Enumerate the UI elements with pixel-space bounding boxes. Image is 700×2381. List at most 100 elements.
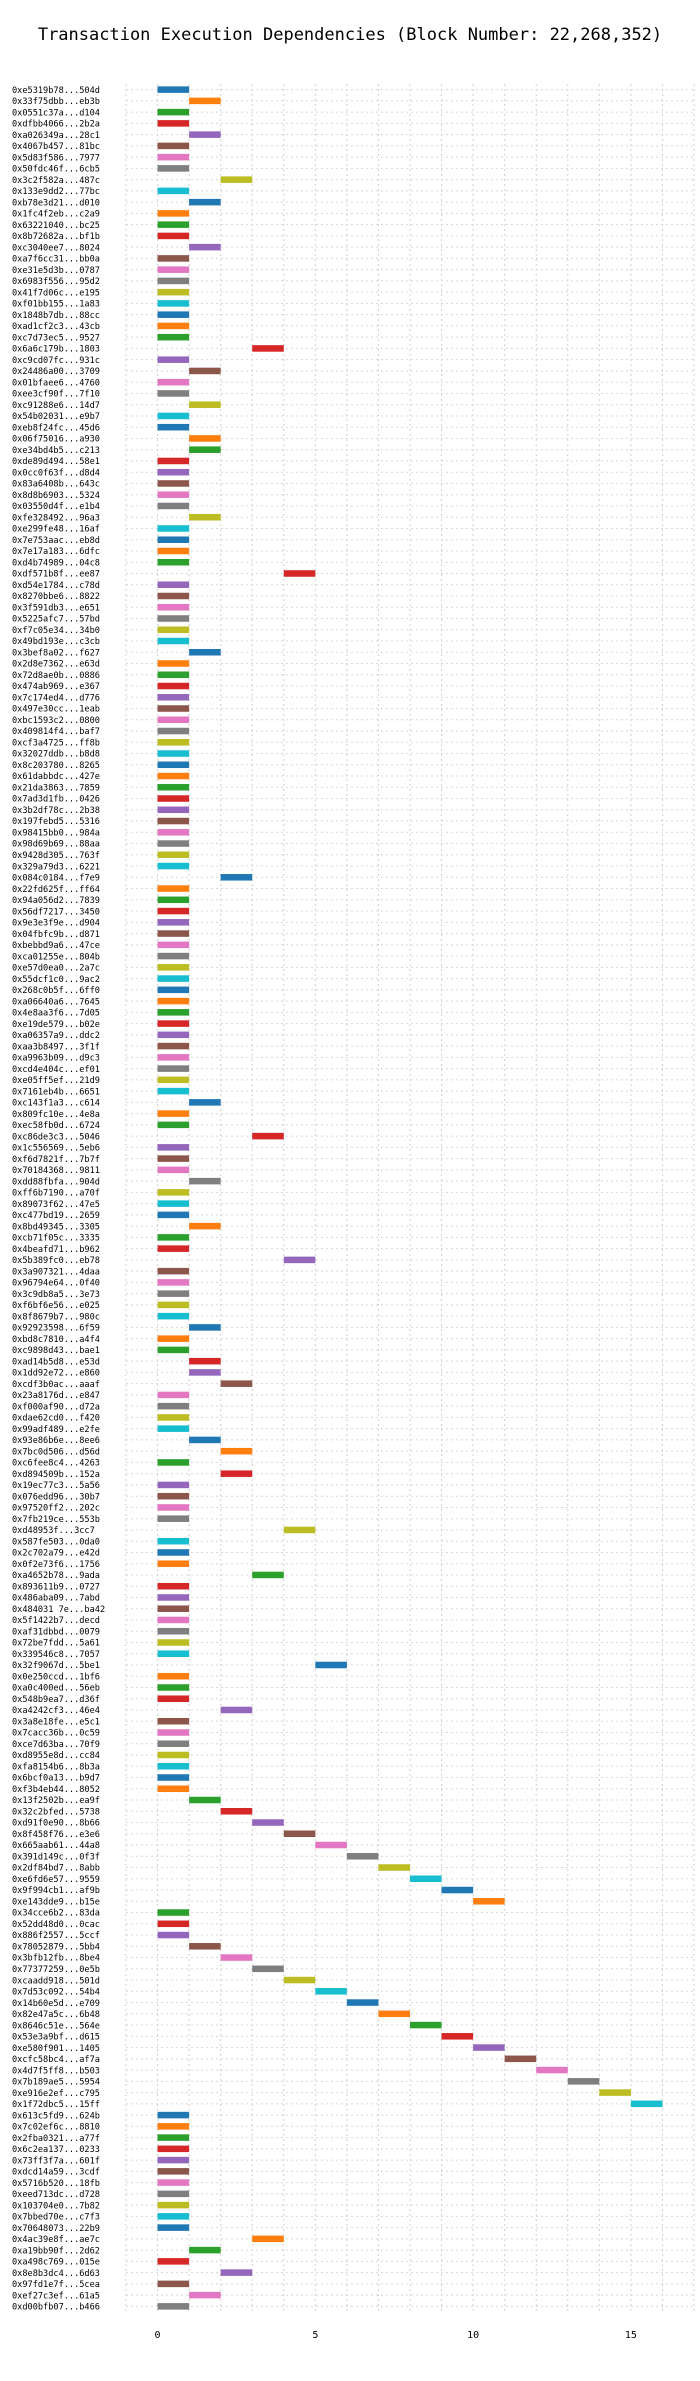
transaction-bar xyxy=(157,930,190,937)
transaction-label: 0xe6fd6e57...9559 xyxy=(12,1875,100,1885)
transaction-bar xyxy=(157,1144,190,1151)
transaction-bar xyxy=(157,986,190,994)
transaction-label: 0x55dcf1c0...9ac2 xyxy=(12,975,100,985)
transaction-bar xyxy=(252,345,284,352)
transaction-bar xyxy=(157,952,190,960)
transaction-bar xyxy=(157,1684,190,1691)
transaction-label: 0x2fba0321...a77f xyxy=(12,2134,100,2144)
transaction-label: 0x1c556569...5eb6 xyxy=(12,1144,100,1154)
transaction-bar xyxy=(157,1211,190,1219)
transaction-bar xyxy=(157,1560,190,1567)
transaction-label: 0x22fd625f...ff64 xyxy=(12,885,100,895)
transaction-label: 0xcfc58bc4...af7a xyxy=(12,2055,100,2065)
transaction-bar xyxy=(157,1627,190,1635)
transaction-bar xyxy=(220,2269,253,2276)
transaction-label: 0x0e250ccd...1bf6 xyxy=(12,1672,100,1682)
transaction-label: 0x32f9067d...5be1 xyxy=(12,1661,100,1671)
transaction-label: 0x7bc0d506...d56d xyxy=(12,1447,100,1457)
transaction-label: 0xc7d73ec5...9527 xyxy=(12,333,100,343)
transaction-label: 0xcf3a4725...ff8b xyxy=(12,738,100,748)
transaction-bar xyxy=(157,412,190,420)
transaction-bar xyxy=(157,142,190,150)
transaction-bar xyxy=(157,784,190,791)
transaction-bar xyxy=(157,907,190,915)
transaction-label: 0x34cce6b2...83da xyxy=(12,1909,100,1919)
transaction-label: 0x97520ff2...202c xyxy=(12,1504,100,1514)
transaction-bar xyxy=(189,446,221,453)
transaction-bar xyxy=(157,1616,190,1624)
transaction-bar xyxy=(157,210,190,217)
transaction-label: 0x83a6408b...643c xyxy=(12,480,100,490)
grid-layer xyxy=(125,84,695,2312)
transaction-label: 0x03550d4f...e1b4 xyxy=(12,502,100,512)
transaction-bar xyxy=(157,2145,190,2153)
transaction-bar xyxy=(157,1931,190,1939)
transaction-bar xyxy=(157,1492,190,1500)
transaction-bar xyxy=(157,2280,190,2288)
transaction-label: 0xff6b7190...a70f xyxy=(12,1189,100,1199)
transaction-bar xyxy=(157,300,190,307)
transaction-label: 0x3c2f582a...487c xyxy=(12,176,100,186)
transaction-label: 0x8270bbe6...8822 xyxy=(12,592,100,602)
transaction-label: 0xc91288e6...14d7 xyxy=(12,401,100,411)
transaction-bar xyxy=(157,806,190,814)
transaction-bar xyxy=(157,525,190,532)
transaction-bar xyxy=(189,1222,221,1230)
transaction-label: 0xd54e1784...c78d xyxy=(12,581,100,591)
transaction-bar xyxy=(157,840,190,847)
transaction-label: 0x21da3863...7859 xyxy=(12,783,100,793)
transaction-label: 0x04fbfc9b...d871 xyxy=(12,930,100,940)
transaction-bar xyxy=(157,322,190,330)
transaction-label: 0x7fb219ce...553b xyxy=(12,1515,100,1525)
transaction-label: 0x72d8ae0b...0886 xyxy=(12,671,100,681)
transaction-bar xyxy=(378,2010,410,2018)
transaction-bar xyxy=(220,874,253,881)
transaction-label: 0xdfbb4066...2b2a xyxy=(12,120,100,130)
transaction-bar xyxy=(189,131,221,138)
transaction-bar xyxy=(157,1594,190,1601)
transaction-label: 0x52dd48d0...0cac xyxy=(12,1920,100,1930)
transaction-bar xyxy=(157,750,190,757)
transaction-label: 0x61dabbdc...427e xyxy=(12,772,100,782)
transaction-bar xyxy=(157,1751,190,1759)
transaction-label: 0xd894509b...152a xyxy=(12,1470,100,1480)
transaction-label: 0xfe328492...96a3 xyxy=(12,513,100,523)
transaction-bar xyxy=(157,1504,190,1511)
transaction-bar xyxy=(189,1943,221,1950)
transaction-label: 0x93e86b6e...8ee6 xyxy=(12,1436,100,1446)
x-tick-label: 0 xyxy=(155,2330,161,2341)
transaction-bar xyxy=(410,1875,442,1883)
transaction-label: 0x9428d305...763f xyxy=(12,851,100,861)
transaction-bar xyxy=(157,581,190,589)
transaction-bar xyxy=(157,378,190,386)
transaction-bar xyxy=(315,1661,347,1669)
transaction-bar xyxy=(157,772,190,780)
transaction-bar xyxy=(220,1807,253,1815)
transaction-label: 0xe299fe48...16af xyxy=(12,525,100,535)
transaction-bar xyxy=(157,885,190,892)
transaction-bar xyxy=(157,1346,190,1354)
transaction-label: 0xeed713dc...d728 xyxy=(12,2190,100,2200)
transaction-label: 0x24486a00...3709 xyxy=(12,367,100,377)
transaction-bar xyxy=(157,851,190,859)
transaction-label: 0x587fe503...0da0 xyxy=(12,1537,100,1547)
transaction-bar xyxy=(157,480,190,487)
transaction-label: 0x076edd96...30b7 xyxy=(12,1492,100,1502)
transaction-label: 0x23a8176d...e847 xyxy=(12,1391,100,1401)
transaction-bar xyxy=(157,739,190,746)
transaction-bar xyxy=(473,2044,505,2051)
transaction-bar xyxy=(157,671,190,679)
transaction-label: 0xde89d494...58e1 xyxy=(12,457,100,467)
transaction-bar xyxy=(157,2303,190,2310)
transaction-label: 0x1848b7db...88cc xyxy=(12,311,100,321)
transaction-bar xyxy=(157,255,190,262)
transaction-bar xyxy=(189,243,221,251)
transaction-bar xyxy=(157,1234,190,1241)
transaction-label: 0x4067b457...81bc xyxy=(12,142,100,152)
transaction-bar xyxy=(157,1121,190,1129)
y-axis-labels: 0xe5319b78...504d0x33f75dbb...eb3b0x0551… xyxy=(12,86,105,2313)
transaction-label: 0x7d53c092...54b4 xyxy=(12,1988,100,1998)
transaction-bar xyxy=(157,997,190,1005)
transaction-bar xyxy=(189,435,221,442)
